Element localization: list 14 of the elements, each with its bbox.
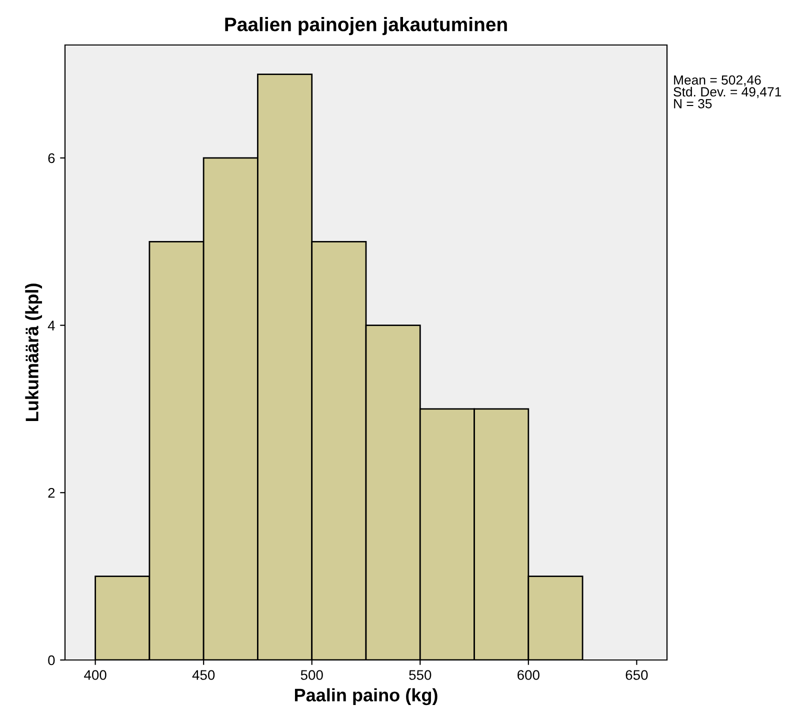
y-axis-title: Lukumäärä (kpl) [25, 284, 42, 422]
x-axis-title: Paalin paino (kg) [294, 688, 438, 706]
text: Mean = 502,46 Std. Dev. = 49,471 N = 35 [674, 75, 782, 108]
y-tick-label: 2 [48, 488, 55, 498]
x-tick-label: 500 [300, 670, 323, 680]
y-tick-label: 6 [48, 153, 55, 164]
y-tick-label: 0 [48, 655, 55, 666]
x-tick-label: 600 [518, 670, 540, 680]
x-tick-label: 650 [626, 670, 648, 680]
x-tick-label: 550 [409, 670, 432, 680]
x-tick-label: 450 [192, 670, 215, 680]
chart-title: Paalien painojen jakautuminen [225, 17, 507, 36]
x-tick-label: 400 [84, 670, 106, 680]
y-tick-label: 4 [48, 320, 55, 330]
